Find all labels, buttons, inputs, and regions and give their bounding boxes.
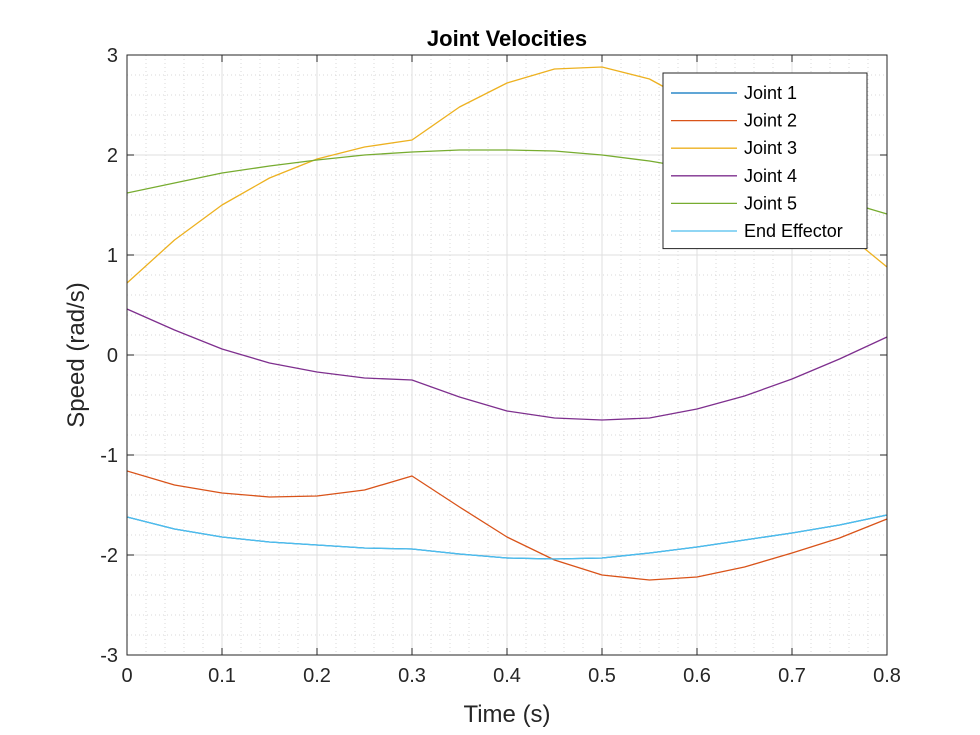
y-tick-label: -2 bbox=[100, 545, 118, 567]
legend: Joint 1 Joint 2 Joint 3 Joint 4 Joint 5 End E… bbox=[662, 72, 868, 250]
y-tick-label: 3 bbox=[107, 45, 118, 67]
x-tick-label: 0.3 bbox=[398, 665, 426, 687]
legend-label-end-effector: End Effector bbox=[744, 221, 843, 241]
x-tick-label: 0 bbox=[121, 665, 132, 687]
chart-title: Joint Velocities bbox=[427, 26, 587, 51]
y-tick-label: 0 bbox=[107, 345, 118, 367]
series-line-joint-2 bbox=[126, 470, 888, 581]
y-tick-label: -3 bbox=[100, 645, 118, 667]
legend-label-joint-3: Joint 3 bbox=[744, 138, 797, 158]
y-tick-label: 2 bbox=[107, 145, 118, 167]
x-axis-ticks: 0 0.1 0.2 0.3 0.4 0.5 0.6 0.7 0.8 bbox=[121, 55, 901, 687]
legend-label-joint-4: Joint 4 bbox=[744, 166, 797, 186]
legend-label-joint-2: Joint 2 bbox=[744, 111, 797, 131]
series-line-joint-4 bbox=[126, 308, 888, 421]
y-axis-label: Speed (rad/s) bbox=[63, 282, 90, 427]
legend-label-joint-1: Joint 1 bbox=[744, 83, 797, 103]
x-tick-label: 0.4 bbox=[493, 665, 521, 687]
y-tick-label: 1 bbox=[107, 245, 118, 267]
legend-label-joint-5: Joint 5 bbox=[744, 193, 797, 213]
x-tick-label: 0.6 bbox=[683, 665, 711, 687]
x-tick-label: 0.2 bbox=[303, 665, 331, 687]
x-tick-label: 0.8 bbox=[873, 665, 901, 687]
legend-box bbox=[662, 72, 868, 250]
series-line-end-effector bbox=[126, 514, 888, 560]
x-tick-label: 0.1 bbox=[208, 665, 236, 687]
x-tick-label: 0.7 bbox=[778, 665, 806, 687]
x-tick-label: 0.5 bbox=[588, 665, 616, 687]
y-tick-label: -1 bbox=[100, 445, 118, 467]
x-axis-label: Time (s) bbox=[463, 701, 550, 728]
y-axis-ticks: -3 -2 -1 0 1 2 3 bbox=[100, 45, 887, 667]
